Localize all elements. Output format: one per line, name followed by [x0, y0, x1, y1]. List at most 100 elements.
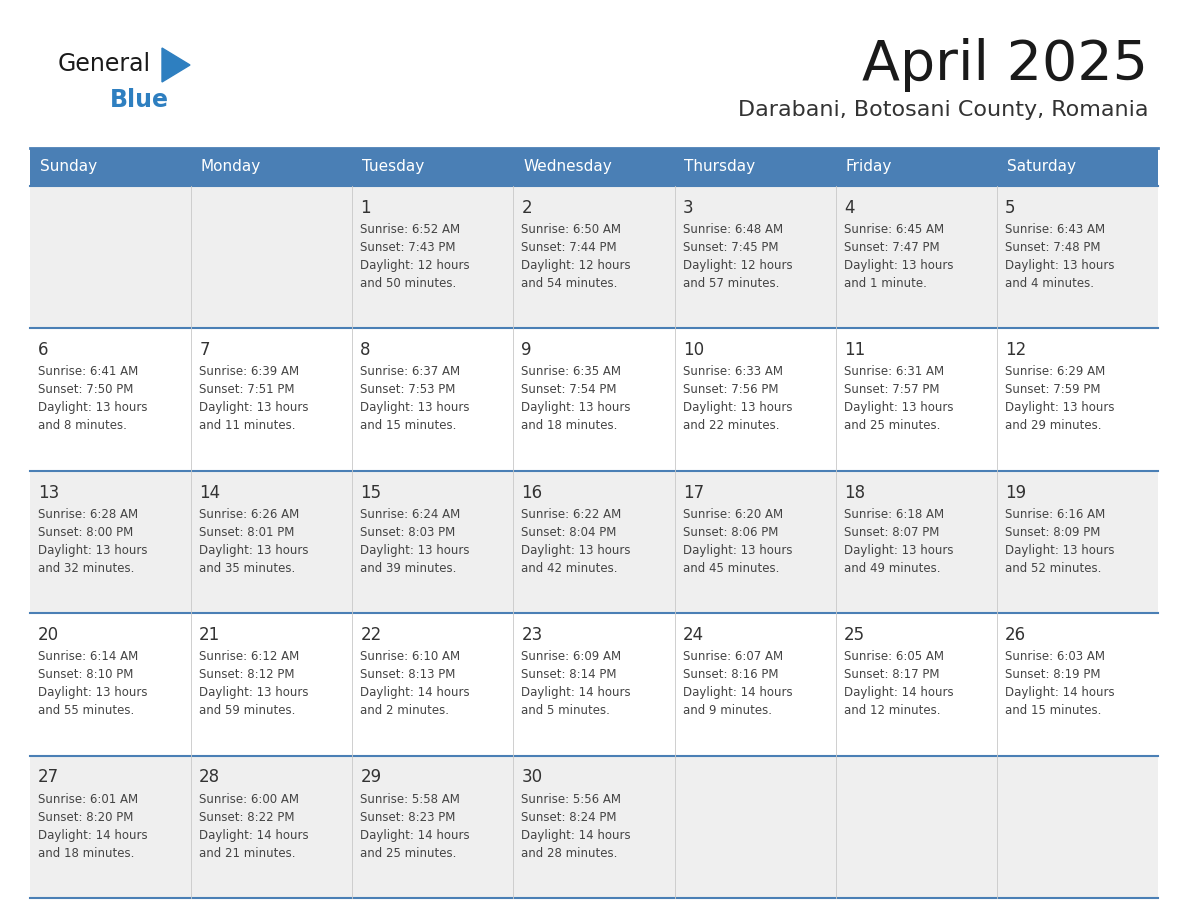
Text: Sunrise: 6:37 AM
Sunset: 7:53 PM
Daylight: 13 hours
and 15 minutes.: Sunrise: 6:37 AM Sunset: 7:53 PM Dayligh…	[360, 365, 469, 432]
Bar	[191, 613, 353, 756]
Bar	[675, 471, 835, 613]
Text: Wednesday: Wednesday	[523, 160, 612, 174]
Text: Sunrise: 6:43 AM
Sunset: 7:48 PM
Daylight: 13 hours
and 4 minutes.: Sunrise: 6:43 AM Sunset: 7:48 PM Dayligh…	[1005, 223, 1114, 290]
Text: Friday: Friday	[846, 160, 892, 174]
Text: 16: 16	[522, 484, 543, 501]
Text: 5: 5	[1005, 199, 1016, 217]
Text: 1: 1	[360, 199, 371, 217]
Bar	[675, 613, 835, 756]
Text: Sunrise: 6:28 AM
Sunset: 8:00 PM
Daylight: 13 hours
and 32 minutes.: Sunrise: 6:28 AM Sunset: 8:00 PM Dayligh…	[38, 508, 147, 575]
Bar	[513, 148, 675, 186]
Bar	[513, 329, 675, 471]
Bar	[513, 186, 675, 329]
Bar	[353, 613, 513, 756]
Text: Sunrise: 6:14 AM
Sunset: 8:10 PM
Daylight: 13 hours
and 55 minutes.: Sunrise: 6:14 AM Sunset: 8:10 PM Dayligh…	[38, 650, 147, 717]
Bar	[835, 471, 997, 613]
Text: 6: 6	[38, 341, 49, 359]
Text: Sunrise: 6:05 AM
Sunset: 8:17 PM
Daylight: 14 hours
and 12 minutes.: Sunrise: 6:05 AM Sunset: 8:17 PM Dayligh…	[843, 650, 954, 717]
Text: Sunrise: 6:10 AM
Sunset: 8:13 PM
Daylight: 14 hours
and 2 minutes.: Sunrise: 6:10 AM Sunset: 8:13 PM Dayligh…	[360, 650, 470, 717]
Bar	[675, 329, 835, 471]
Text: Darabani, Botosani County, Romania: Darabani, Botosani County, Romania	[738, 100, 1148, 120]
Text: Sunrise: 6:33 AM
Sunset: 7:56 PM
Daylight: 13 hours
and 22 minutes.: Sunrise: 6:33 AM Sunset: 7:56 PM Dayligh…	[683, 365, 792, 432]
Text: Sunrise: 6:41 AM
Sunset: 7:50 PM
Daylight: 13 hours
and 8 minutes.: Sunrise: 6:41 AM Sunset: 7:50 PM Dayligh…	[38, 365, 147, 432]
Bar	[675, 186, 835, 329]
Text: 12: 12	[1005, 341, 1026, 359]
Text: Sunrise: 6:52 AM
Sunset: 7:43 PM
Daylight: 12 hours
and 50 minutes.: Sunrise: 6:52 AM Sunset: 7:43 PM Dayligh…	[360, 223, 470, 290]
Text: 8: 8	[360, 341, 371, 359]
Bar	[30, 756, 191, 898]
Text: Monday: Monday	[201, 160, 261, 174]
Text: 7: 7	[200, 341, 210, 359]
Text: 27: 27	[38, 768, 59, 787]
Bar	[997, 148, 1158, 186]
Text: Sunrise: 6:48 AM
Sunset: 7:45 PM
Daylight: 12 hours
and 57 minutes.: Sunrise: 6:48 AM Sunset: 7:45 PM Dayligh…	[683, 223, 792, 290]
Text: April 2025: April 2025	[862, 38, 1148, 92]
Text: 2: 2	[522, 199, 532, 217]
Bar	[353, 471, 513, 613]
Bar	[997, 613, 1158, 756]
Text: 17: 17	[683, 484, 703, 501]
Bar	[513, 613, 675, 756]
Bar	[675, 148, 835, 186]
Bar	[30, 471, 191, 613]
Text: 26: 26	[1005, 626, 1026, 644]
Bar	[353, 148, 513, 186]
Bar	[675, 756, 835, 898]
Text: Sunrise: 6:45 AM
Sunset: 7:47 PM
Daylight: 13 hours
and 1 minute.: Sunrise: 6:45 AM Sunset: 7:47 PM Dayligh…	[843, 223, 953, 290]
Bar	[353, 329, 513, 471]
Bar	[513, 756, 675, 898]
Text: Blue: Blue	[110, 88, 169, 112]
Text: 20: 20	[38, 626, 59, 644]
Text: Sunrise: 6:24 AM
Sunset: 8:03 PM
Daylight: 13 hours
and 39 minutes.: Sunrise: 6:24 AM Sunset: 8:03 PM Dayligh…	[360, 508, 469, 575]
Bar	[353, 756, 513, 898]
Text: Sunrise: 6:12 AM
Sunset: 8:12 PM
Daylight: 13 hours
and 59 minutes.: Sunrise: 6:12 AM Sunset: 8:12 PM Dayligh…	[200, 650, 309, 717]
Bar	[835, 148, 997, 186]
Bar	[997, 329, 1158, 471]
Text: 30: 30	[522, 768, 543, 787]
Text: Sunrise: 6:35 AM
Sunset: 7:54 PM
Daylight: 13 hours
and 18 minutes.: Sunrise: 6:35 AM Sunset: 7:54 PM Dayligh…	[522, 365, 631, 432]
Text: Sunrise: 6:00 AM
Sunset: 8:22 PM
Daylight: 14 hours
and 21 minutes.: Sunrise: 6:00 AM Sunset: 8:22 PM Dayligh…	[200, 792, 309, 859]
Bar	[835, 329, 997, 471]
Text: Sunrise: 6:29 AM
Sunset: 7:59 PM
Daylight: 13 hours
and 29 minutes.: Sunrise: 6:29 AM Sunset: 7:59 PM Dayligh…	[1005, 365, 1114, 432]
Bar	[835, 613, 997, 756]
Text: 10: 10	[683, 341, 703, 359]
Text: 13: 13	[38, 484, 59, 501]
Text: 28: 28	[200, 768, 220, 787]
Bar	[353, 186, 513, 329]
Text: 19: 19	[1005, 484, 1026, 501]
Bar	[191, 471, 353, 613]
Text: 11: 11	[843, 341, 865, 359]
Bar	[191, 186, 353, 329]
Text: 24: 24	[683, 626, 703, 644]
Text: 23: 23	[522, 626, 543, 644]
Text: 29: 29	[360, 768, 381, 787]
Text: Sunrise: 6:22 AM
Sunset: 8:04 PM
Daylight: 13 hours
and 42 minutes.: Sunrise: 6:22 AM Sunset: 8:04 PM Dayligh…	[522, 508, 631, 575]
Bar	[835, 186, 997, 329]
Text: 15: 15	[360, 484, 381, 501]
Text: 4: 4	[843, 199, 854, 217]
Bar	[30, 186, 191, 329]
Bar	[997, 186, 1158, 329]
Text: Sunrise: 6:16 AM
Sunset: 8:09 PM
Daylight: 13 hours
and 52 minutes.: Sunrise: 6:16 AM Sunset: 8:09 PM Dayligh…	[1005, 508, 1114, 575]
Bar	[30, 329, 191, 471]
Text: Sunrise: 5:56 AM
Sunset: 8:24 PM
Daylight: 14 hours
and 28 minutes.: Sunrise: 5:56 AM Sunset: 8:24 PM Dayligh…	[522, 792, 631, 859]
Bar	[191, 756, 353, 898]
Text: Sunrise: 6:18 AM
Sunset: 8:07 PM
Daylight: 13 hours
and 49 minutes.: Sunrise: 6:18 AM Sunset: 8:07 PM Dayligh…	[843, 508, 953, 575]
Polygon shape	[162, 48, 190, 82]
Bar	[30, 613, 191, 756]
Bar	[513, 471, 675, 613]
Text: General: General	[58, 52, 151, 76]
Bar	[835, 756, 997, 898]
Text: Sunrise: 6:01 AM
Sunset: 8:20 PM
Daylight: 14 hours
and 18 minutes.: Sunrise: 6:01 AM Sunset: 8:20 PM Dayligh…	[38, 792, 147, 859]
Text: 3: 3	[683, 199, 694, 217]
Text: Sunday: Sunday	[39, 160, 96, 174]
Text: Sunrise: 6:20 AM
Sunset: 8:06 PM
Daylight: 13 hours
and 45 minutes.: Sunrise: 6:20 AM Sunset: 8:06 PM Dayligh…	[683, 508, 792, 575]
Text: Sunrise: 6:39 AM
Sunset: 7:51 PM
Daylight: 13 hours
and 11 minutes.: Sunrise: 6:39 AM Sunset: 7:51 PM Dayligh…	[200, 365, 309, 432]
Bar	[997, 756, 1158, 898]
Text: Sunrise: 6:09 AM
Sunset: 8:14 PM
Daylight: 14 hours
and 5 minutes.: Sunrise: 6:09 AM Sunset: 8:14 PM Dayligh…	[522, 650, 631, 717]
Text: Sunrise: 6:26 AM
Sunset: 8:01 PM
Daylight: 13 hours
and 35 minutes.: Sunrise: 6:26 AM Sunset: 8:01 PM Dayligh…	[200, 508, 309, 575]
Text: Sunrise: 6:50 AM
Sunset: 7:44 PM
Daylight: 12 hours
and 54 minutes.: Sunrise: 6:50 AM Sunset: 7:44 PM Dayligh…	[522, 223, 631, 290]
Text: 25: 25	[843, 626, 865, 644]
Text: Thursday: Thursday	[684, 160, 756, 174]
Text: 14: 14	[200, 484, 220, 501]
